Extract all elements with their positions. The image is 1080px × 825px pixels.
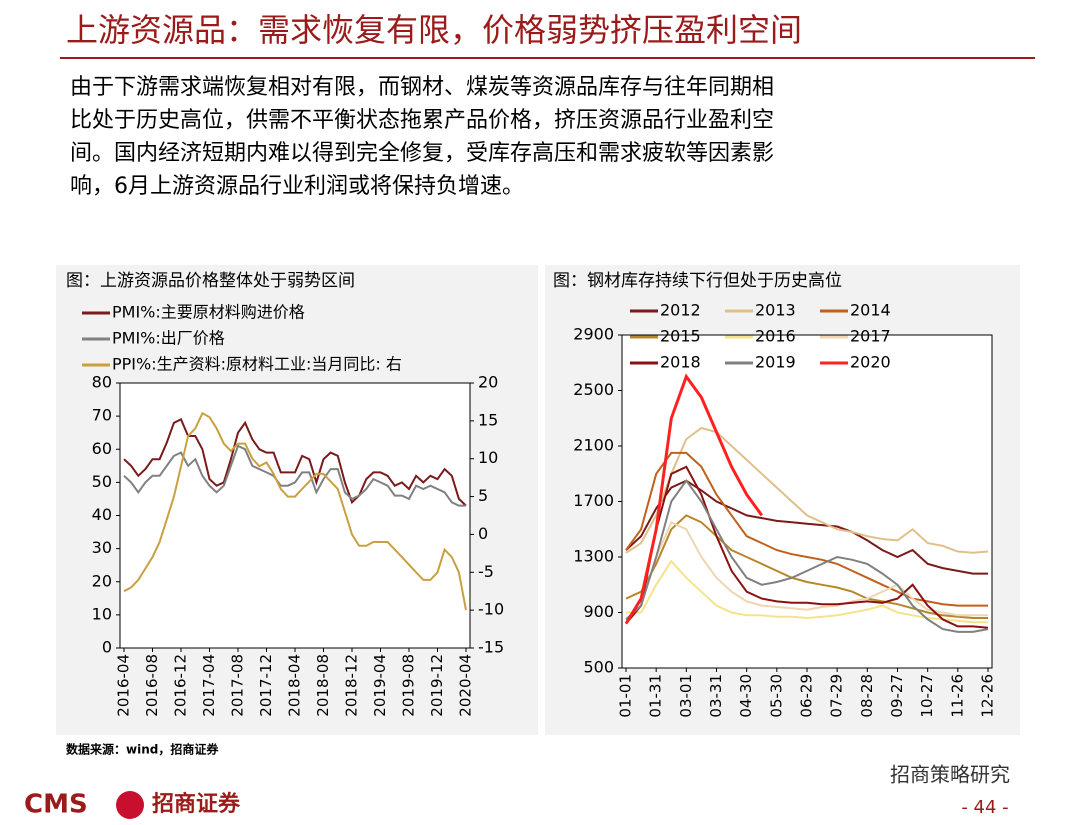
body-line: 响，6月上游资源品行业利润或将保持负增速。 (70, 174, 524, 199)
wechat: 招商策略研究 (890, 763, 1010, 787)
y2-tick-label: -10 (478, 600, 504, 619)
y-tick-label: 0 (102, 638, 112, 657)
legend-label: PMI%:主要原材料购进价格 (112, 303, 305, 322)
legend-label: 2019 (755, 353, 796, 372)
y-tick-label: 10 (92, 604, 112, 623)
y2-tick-label: 0 (478, 524, 488, 543)
x-tick-label: 07-29 (828, 674, 846, 718)
x-tick-label: 2018-04 (286, 654, 304, 717)
legend-label: 2018 (660, 353, 701, 372)
legend-label: PPI%:生产资料:原材料工业:当月同比: 右 (112, 355, 402, 374)
x-tick-label: 05-30 (767, 674, 785, 718)
series-line (625, 451, 988, 607)
y2-tick-label: 5 (478, 486, 488, 505)
x-tick-label: 2016-12 (172, 654, 190, 717)
logo: CMS (24, 790, 88, 820)
y-tick-label: 30 (92, 538, 112, 557)
x-tick-label: 2018-12 (343, 654, 361, 717)
x-tick-label: 2019-12 (428, 654, 446, 717)
logo-mark (116, 791, 144, 819)
x-tick-label: 12-26 (979, 674, 997, 718)
legend-label: 2012 (660, 301, 701, 320)
series-line (626, 559, 988, 624)
legend-label: PMI%:出厂价格 (112, 329, 225, 348)
page-number: - 44 - (961, 797, 1008, 818)
series-line (625, 514, 988, 619)
y2-tick-label: 15 (478, 410, 498, 429)
x-tick-label: 03-31 (707, 674, 725, 718)
x-tick-label: 01-01 (617, 674, 635, 718)
x-tick-label: 08-28 (858, 674, 876, 718)
y-tick-label: 500 (583, 658, 614, 677)
company: 招商证券 (152, 791, 241, 817)
body-line: 间。国内经济短期内难以得到完全修复，受库存高压和需求疲软等因素影 (70, 141, 774, 166)
y2-tick-label: -5 (478, 562, 494, 581)
x-tick-label: 04-30 (737, 674, 755, 718)
body-line: 由于下游需求端恢复相对有限，而钢材、煤炭等资源品库存与往年同期相 (70, 75, 774, 100)
series-line (624, 373, 764, 625)
x-tick-label: 2019-08 (400, 654, 418, 717)
series-line (625, 465, 989, 629)
y-tick-label: 2500 (573, 380, 614, 399)
y-tick-label: 2900 (573, 325, 614, 344)
x-tick-label: 09-27 (888, 674, 906, 718)
x-tick-label: 11-26 (948, 674, 966, 718)
x-tick-label: 2017-04 (200, 654, 218, 717)
y-tick-label: 60 (92, 439, 112, 458)
chart-title: 图：上游资源品价格整体处于弱势区间 (66, 271, 355, 291)
x-tick-label: 2017-08 (229, 654, 247, 717)
source: 数据来源：wind，招商证券 (66, 742, 219, 757)
series-line (123, 444, 466, 507)
series-line (625, 426, 989, 554)
y2-tick-label: 20 (478, 373, 498, 392)
y2-tick-label: 10 (478, 448, 498, 467)
y-tick-label: 70 (92, 406, 112, 425)
series-line (625, 478, 989, 633)
series-line (123, 411, 467, 611)
y-tick-label: 900 (583, 602, 614, 621)
x-tick-label: 01-31 (647, 674, 665, 718)
x-tick-label: 2017-12 (257, 654, 275, 717)
x-tick-label: 2020-04 (457, 654, 475, 717)
legend-label: 2020 (850, 353, 891, 372)
y-tick-label: 40 (92, 505, 112, 524)
legend-label: 2014 (850, 301, 891, 320)
legend-label: 2017 (850, 327, 891, 346)
x-tick-label: 06-29 (798, 674, 816, 718)
y-tick-label: 1300 (573, 547, 614, 566)
y-tick-label: 1700 (573, 491, 614, 510)
x-tick-label: 10-27 (918, 674, 936, 718)
series-line (123, 418, 467, 507)
x-tick-label: 2016-08 (143, 654, 161, 717)
legend-label: 2013 (755, 301, 796, 320)
y-tick-label: 20 (92, 571, 112, 590)
x-tick-label: 2018-08 (314, 654, 332, 717)
y-tick-label: 2100 (573, 436, 614, 455)
legend-label: 2016 (755, 327, 796, 346)
chart-title: 图：钢材库存持续下行但处于历史高位 (553, 271, 842, 291)
y-tick-label: 80 (92, 373, 112, 392)
slide-title: 上游资源品：需求恢复有限，价格弱势挤压盈利空间 (66, 11, 802, 49)
series-line (625, 520, 988, 621)
x-tick-label: 03-01 (677, 674, 695, 718)
y2-tick-label: -15 (478, 638, 504, 657)
x-tick-label: 2019-04 (371, 654, 389, 717)
body-line: 比处于历史高位，供需不平衡状态拖累产品价格，挤压资源品行业盈利空 (70, 108, 774, 133)
plot-area (119, 382, 471, 649)
y-tick-label: 50 (92, 472, 112, 491)
legend-label: 2015 (660, 327, 701, 346)
x-tick-label: 2016-04 (115, 654, 133, 717)
